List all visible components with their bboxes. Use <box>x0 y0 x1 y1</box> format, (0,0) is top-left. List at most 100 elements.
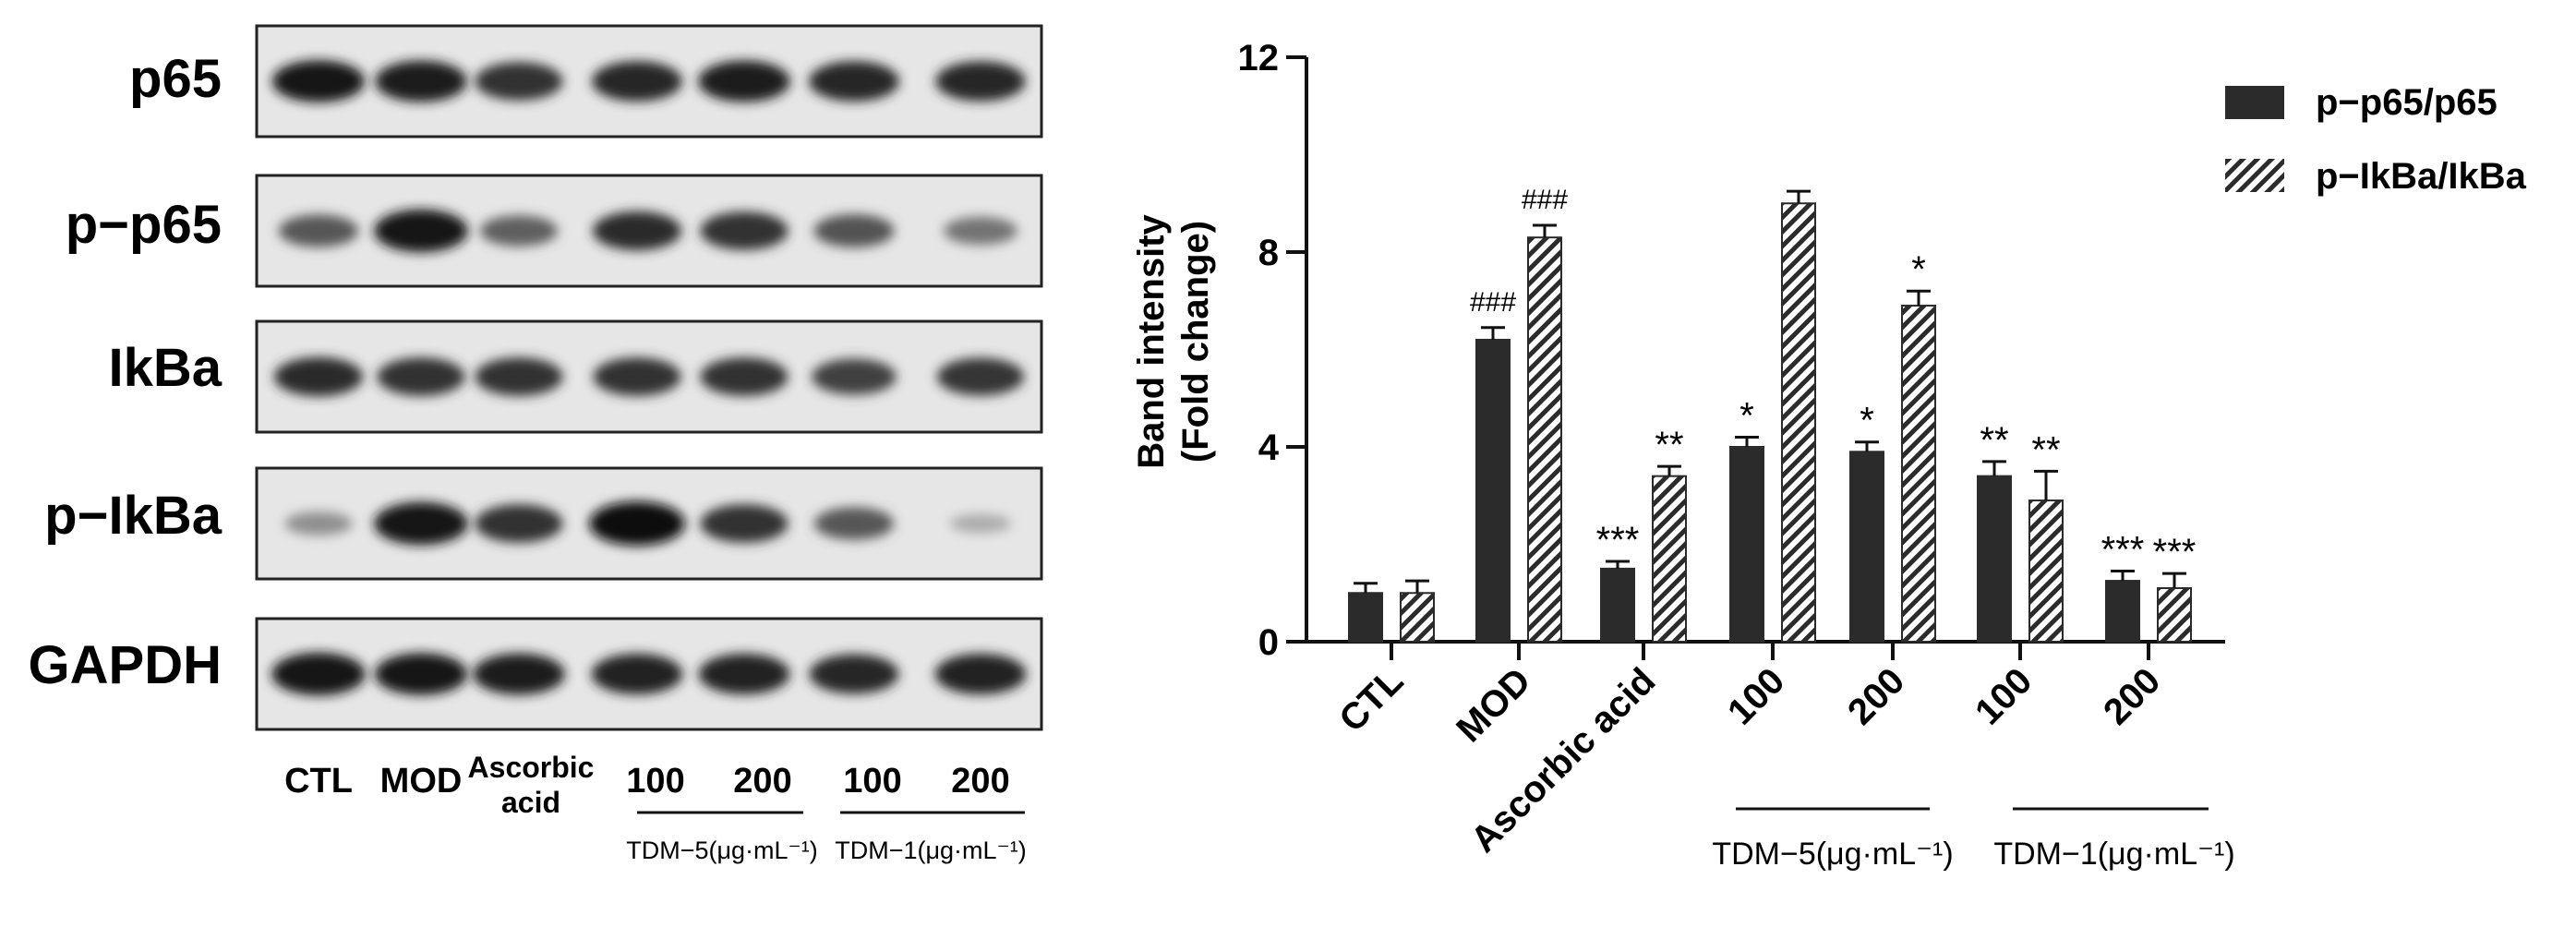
significance-label: *** <box>2101 530 2145 571</box>
blot-band <box>271 652 366 696</box>
bar <box>1400 592 1435 643</box>
western-blot-panel: p65 p−p65 IkBa p−IkBa GAPDH CTL MOD Asco… <box>29 24 1043 864</box>
bar <box>2105 580 2140 643</box>
blot-lane-labels: CTL MOD Ascorbic acid 100 200 100 200 <box>284 751 1010 819</box>
significance-label: * <box>1911 249 1926 290</box>
y-tick-label: 4 <box>1258 427 1280 468</box>
significance-label: ** <box>1980 420 2008 461</box>
blot-band <box>475 357 563 396</box>
significance-label: ** <box>2031 429 2060 470</box>
bar <box>1600 567 1635 643</box>
significance-label: ** <box>1655 425 1683 465</box>
significance-label: ### <box>1470 287 1516 318</box>
x-tick-label: CTL <box>1331 660 1411 740</box>
significance-label: * <box>1860 401 1874 441</box>
blot-band <box>374 209 468 253</box>
blot-band <box>473 653 565 695</box>
lane-label: MOD <box>380 762 463 801</box>
bar <box>2028 500 2064 644</box>
blot-row-label: p−IkBa <box>44 486 223 546</box>
blot-row-label: GAPDH <box>29 635 222 695</box>
legend-swatch-hatched <box>2225 159 2284 192</box>
lane-label: Ascorbic <box>468 751 595 784</box>
blot-band <box>273 356 364 397</box>
blot-band <box>374 501 468 546</box>
blot-band <box>700 504 788 543</box>
y-axis-label-line2: (Fold change) <box>1175 221 1216 463</box>
blot-row-labels: p65 p−p65 IkBa p−IkBa GAPDH <box>29 49 223 695</box>
blot-band <box>700 357 788 396</box>
x-tick-label: 100 <box>1720 660 1792 732</box>
blot-band <box>813 214 895 247</box>
legend-swatch-solid <box>2225 86 2284 119</box>
bar <box>2157 586 2192 643</box>
lane-label: 100 <box>843 762 901 801</box>
lane-label: 100 <box>626 762 684 801</box>
blot-band <box>278 214 359 247</box>
blot-band <box>377 357 465 396</box>
blot-band <box>809 654 899 694</box>
bar <box>1475 338 1511 643</box>
bar <box>1348 592 1383 643</box>
lane-label: 200 <box>733 762 791 801</box>
blot-strips <box>255 24 1043 731</box>
significance-label: *** <box>2153 532 2197 572</box>
bar <box>1849 451 1884 643</box>
blot-band <box>949 513 1012 534</box>
x-tick-label: MOD <box>1449 660 1538 750</box>
bar <box>1781 202 1816 643</box>
bar-chart: Band intensity (Fold change) 0 4 8 12 CTL MO… <box>1131 38 2527 872</box>
lane-label: acid <box>501 786 560 819</box>
blot-row-label: p65 <box>129 49 222 109</box>
blot-band <box>698 653 790 695</box>
x-group-label-tdm5: TDM−5(μg·mL⁻¹) <box>1712 837 1953 872</box>
y-tick-label: 8 <box>1258 233 1279 273</box>
blot-band <box>698 60 790 102</box>
lane-label: CTL <box>284 762 353 801</box>
blot-band <box>936 357 1025 396</box>
blot-band <box>592 211 682 251</box>
y-axis: 0 4 8 12 <box>1238 38 1308 663</box>
x-tick-label: 200 <box>2096 660 2168 732</box>
blot-band <box>591 653 683 695</box>
bar <box>1901 305 1936 643</box>
blot-band <box>809 61 899 102</box>
blot-group-label-tdm1: TDM−1(μg·mL⁻¹) <box>835 837 1027 864</box>
x-tick-label: 200 <box>1840 660 1912 732</box>
blot-band <box>934 653 1027 695</box>
bar <box>1527 236 1562 643</box>
blot-row-label: IkBa <box>108 338 222 398</box>
blot-band <box>475 62 563 101</box>
legend-label: p−IkBa/IkBa <box>2316 156 2527 197</box>
blot-band <box>592 61 682 102</box>
blot-band <box>271 60 366 102</box>
x-tick-label: 100 <box>1968 660 2040 732</box>
lane-label: 200 <box>951 762 1009 801</box>
blot-band <box>812 358 897 395</box>
blot-group-label-tdm5: TDM−5(μg·mL⁻¹) <box>626 837 818 864</box>
x-group-label-tdm1: TDM−1(μg·mL⁻¹) <box>1993 837 2234 872</box>
blot-band <box>944 216 1017 246</box>
legend: p−p65/p65 p−IkBa/IkBa <box>2225 82 2527 197</box>
bar <box>1729 446 1764 643</box>
blot-band <box>284 512 353 536</box>
blot-band <box>935 61 1026 102</box>
bars: ###**** * *****###******** <box>1348 185 2197 644</box>
legend-label: p−p65/p65 <box>2316 82 2498 123</box>
bar <box>1652 475 1687 644</box>
blot-band <box>475 504 563 543</box>
significance-label: ### <box>1522 185 1568 215</box>
blot-band <box>479 215 559 247</box>
significance-label: * <box>1739 395 1754 436</box>
blot-row-label: p−p65 <box>66 195 222 255</box>
blot-band <box>589 501 685 546</box>
blot-band <box>375 60 467 102</box>
blot-band <box>374 653 468 695</box>
significance-label: *** <box>1596 520 1640 560</box>
y-tick-label: 0 <box>1258 622 1279 663</box>
bar <box>1977 475 2012 644</box>
blot-band <box>700 211 788 250</box>
blot-band <box>813 507 895 540</box>
